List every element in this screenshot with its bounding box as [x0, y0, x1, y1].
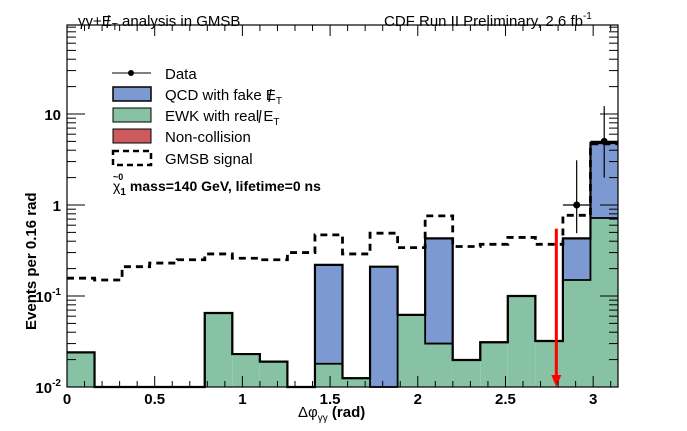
cut-arrow-head: [551, 375, 562, 387]
y-tick-exponent: -2: [52, 378, 61, 389]
legend-note-sup: ~0: [113, 172, 123, 182]
legend-label-gmsb: GMSB signal: [165, 151, 253, 168]
x-tick-label: 1: [238, 391, 246, 408]
x-axis-label: Δφγγ (rad): [298, 404, 365, 424]
bar-qcd: [370, 266, 398, 387]
bar-ewk: [425, 343, 453, 387]
title-right: CDF Run II Preliminary, 2.6 fb-1: [384, 11, 592, 30]
y-tick-base: 10: [44, 107, 61, 124]
bar-ewk: [259, 361, 288, 387]
y-tick-label: 1: [53, 198, 61, 215]
bar-ewk: [590, 217, 618, 387]
legend-label-noncollision: Non-collision: [165, 129, 251, 146]
legend: Data QCD with fake ET EWK with real ET N…: [111, 66, 321, 198]
data-point: [600, 137, 608, 145]
met-slash-qcd: [268, 88, 272, 103]
bar-ewk: [314, 363, 343, 387]
legend-swatch-qcd: [112, 86, 152, 102]
bar-ewk: [507, 296, 536, 387]
bar-ewk: [67, 352, 95, 387]
x-tick-label: 2: [414, 391, 422, 408]
y-tick-base: 10: [35, 289, 52, 306]
y-tick-base: 10: [35, 380, 52, 397]
legend-label-data: Data: [165, 66, 197, 83]
y-tick-label: 10: [44, 107, 61, 124]
legend-label-ewk: EWK with real ET: [165, 108, 279, 128]
y-tick-label: 10-1: [35, 287, 61, 306]
x-tick-label: 0: [63, 391, 71, 408]
x-tick-label: 1.5: [320, 391, 341, 408]
plot-frame: [66, 24, 619, 388]
x-tick-label: 2.5: [495, 391, 516, 408]
bar-ewk: [204, 313, 233, 387]
bar-ewk: [480, 342, 508, 387]
bar-ewk: [397, 314, 426, 387]
y-tick-exponent: -1: [52, 287, 61, 298]
y-axis-label: Events per 0.16 rad: [23, 192, 40, 330]
bar-ewk: [562, 279, 591, 387]
legend-label-qcd: QCD with fake ET: [165, 87, 282, 107]
y-tick-base: 1: [53, 198, 61, 215]
legend-swatch-gmsb: [111, 149, 153, 167]
legend-swatch-noncollision: [112, 128, 152, 144]
data-point: [573, 201, 581, 209]
bar-ewk: [232, 354, 260, 387]
met-slash: [106, 14, 110, 29]
x-tick-label: 3: [589, 391, 597, 408]
y-tick-label: 10-2: [35, 378, 61, 397]
title-left: γγ+ET analysis in GMSB: [78, 13, 240, 33]
x-tick-label: 0.5: [144, 391, 165, 408]
bar-ewk: [342, 378, 371, 387]
legend-note: χ1 mass=140 GeV, lifetime=0 ns: [113, 178, 321, 198]
legend-swatch-ewk: [112, 107, 152, 123]
bar-ewk: [452, 360, 481, 387]
gmsb-signal-line: [67, 142, 618, 282]
met-slash-ewk: [258, 109, 262, 124]
legend-data-marker: [128, 70, 134, 76]
